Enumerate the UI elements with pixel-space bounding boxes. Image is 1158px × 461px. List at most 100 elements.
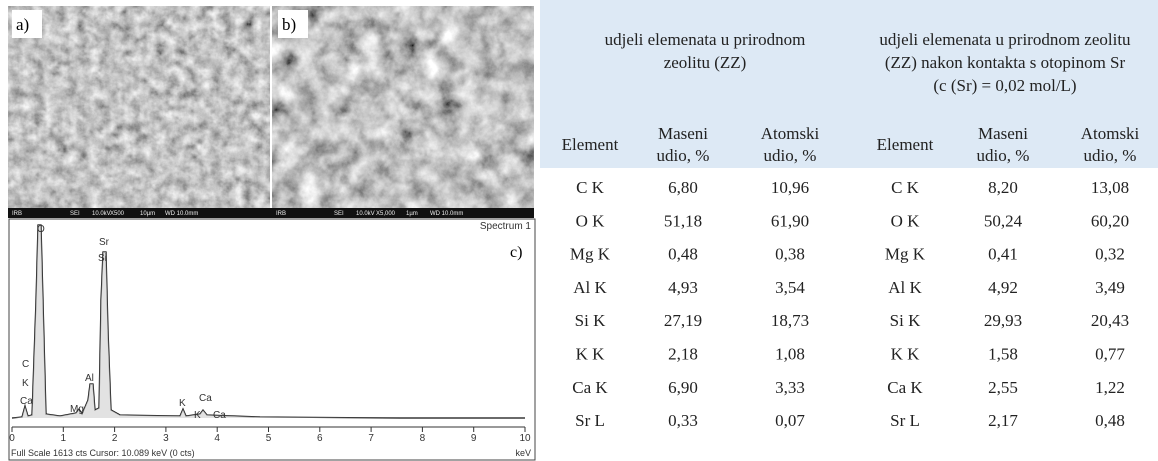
x-tick-label: 3 [163, 433, 169, 444]
column-header: Atomski [1081, 124, 1140, 143]
peak-label: Ca [213, 410, 226, 421]
table-cell: 2,55 [988, 378, 1018, 397]
x-tick-label: 4 [214, 433, 220, 444]
sem-info: 1µm [406, 211, 418, 217]
table-cell: 50,24 [984, 211, 1023, 230]
peak-label: Al [85, 373, 94, 384]
table-cell: 1,08 [775, 345, 805, 364]
column-header: Atomski [761, 124, 820, 143]
peak-label: Sr [99, 237, 110, 248]
table-cell: 4,93 [668, 278, 698, 297]
column-header: udio, % [764, 146, 817, 165]
peak-label: Ca [199, 393, 212, 404]
table-cell: 60,20 [1091, 211, 1129, 230]
x-tick-label: 0 [9, 433, 15, 444]
x-tick-label: 10 [519, 433, 531, 444]
table-cell: 6,80 [668, 178, 698, 197]
table-cell: 0,32 [1095, 245, 1125, 264]
peak-label: Si [98, 253, 107, 264]
group-header: udjeli elemenata u prirodnom [605, 30, 806, 49]
peak-label: C [22, 359, 29, 370]
x-tick-label: 8 [420, 433, 426, 444]
table-cell: 0,33 [668, 411, 698, 430]
table-cell: 1,58 [988, 345, 1018, 364]
table-cell: 20,43 [1091, 311, 1129, 330]
table-cell: C K [576, 178, 605, 197]
sem-info: 10.0kV [356, 211, 375, 217]
table-cell: 2,18 [668, 345, 698, 364]
sem-info: SEI [334, 211, 344, 217]
table-cell: C K [891, 178, 920, 197]
table-cell: O K [891, 211, 921, 230]
table-cell: 1,22 [1095, 378, 1125, 397]
table-cell: 0,48 [1095, 411, 1125, 430]
sem-info: IRB [12, 211, 22, 217]
table-cell: 0,77 [1095, 345, 1125, 364]
column-header: Maseni [978, 124, 1028, 143]
table-cell: Al K [888, 278, 922, 297]
group-header: udjeli elemenata u prirodnom zeolitu [879, 30, 1131, 49]
sem-info: WD 10.0mm [430, 211, 463, 217]
spectrum-title: Spectrum 1 [480, 221, 532, 232]
table-cell: 29,93 [984, 311, 1022, 330]
x-tick-label: 5 [266, 433, 272, 444]
column-header: Maseni [658, 124, 708, 143]
table-cell: 3,49 [1095, 278, 1125, 297]
sem-info: X500 [110, 211, 125, 217]
peak-label: O [37, 224, 45, 235]
table-cell: 13,08 [1091, 178, 1129, 197]
sem-info: 10µm [140, 211, 155, 217]
peak-label: K [194, 410, 201, 421]
panel-label: a) [16, 15, 29, 34]
table-cell: 61,90 [771, 211, 809, 230]
panel-label: c) [510, 244, 522, 261]
table-cell: 10,96 [771, 178, 809, 197]
table-cell: K K [891, 345, 921, 364]
sem-info: IRB [276, 211, 286, 217]
sem-info: SEI [70, 211, 80, 217]
sem-info-bar [8, 208, 534, 218]
table-cell: Sr L [575, 411, 605, 430]
table-cell: K K [576, 345, 606, 364]
table-cell: Mg K [885, 245, 926, 264]
table-cell: 0,48 [668, 245, 698, 264]
table-cell: 3,33 [775, 378, 805, 397]
peak-label: Mg [70, 404, 84, 415]
table-cell: 4,92 [988, 278, 1018, 297]
table-cell: Ca K [572, 378, 608, 397]
table-cell: 3,54 [775, 278, 805, 297]
sem-image-b [272, 6, 534, 208]
table-cell: Ca K [887, 378, 923, 397]
x-tick-label: 6 [317, 433, 323, 444]
sem-info: X5,000 [376, 211, 396, 217]
table-cell: Si K [575, 311, 606, 330]
table-cell: 18,73 [771, 311, 809, 330]
table-cell: O K [576, 211, 606, 230]
table-header-bg [540, 0, 1158, 168]
sem-image-a [8, 6, 270, 208]
table-cell: Al K [573, 278, 607, 297]
spectrum-footer: Full Scale 1613 cts Cursor: 10.089 keV (… [11, 448, 195, 458]
column-header: udio, % [977, 146, 1030, 165]
peak-label: Ca [20, 396, 33, 407]
table-cell: 6,90 [668, 378, 698, 397]
sem-info: WD 10.0mm [165, 211, 198, 217]
x-tick-label: 1 [61, 433, 67, 444]
table-cell: Si K [890, 311, 921, 330]
column-header: udio, % [657, 146, 710, 165]
table-cell: 0,07 [775, 411, 805, 430]
table-cell: 27,19 [664, 311, 702, 330]
group-header: (c (Sr) = 0,02 mol/L) [933, 76, 1076, 95]
table-cell: 0,38 [775, 245, 805, 264]
group-header: (ZZ) nakon kontakta s otopinom Sr [885, 53, 1126, 72]
group-header: zeolitu (ZZ) [664, 53, 747, 72]
x-tick-label: 2 [112, 433, 118, 444]
sem-info: 10.0kV [92, 211, 111, 217]
table-cell: Sr L [890, 411, 920, 430]
x-axis-unit: keV [515, 448, 531, 458]
table-cell: 0,41 [988, 245, 1018, 264]
x-tick-label: 7 [368, 433, 374, 444]
panel-label-box [278, 10, 308, 38]
panel-label: b) [282, 15, 296, 34]
